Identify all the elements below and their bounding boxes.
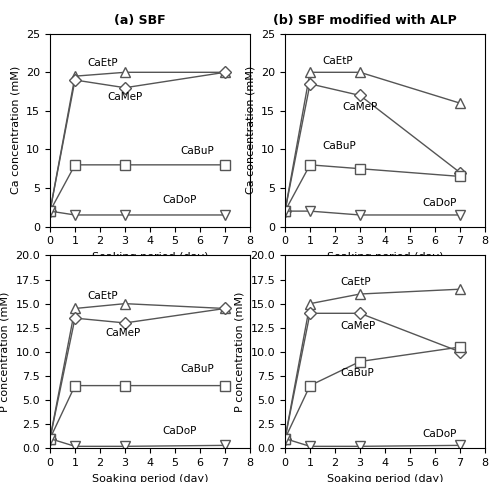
- Y-axis label: P concentration (mM): P concentration (mM): [235, 292, 245, 412]
- Text: CaEtP: CaEtP: [88, 291, 118, 301]
- Text: CaBuP: CaBuP: [322, 141, 356, 150]
- Text: CaMeP: CaMeP: [108, 92, 143, 102]
- Text: CaMeP: CaMeP: [105, 328, 140, 337]
- Text: CaDoP: CaDoP: [162, 195, 197, 204]
- Y-axis label: Ca concentration (mM): Ca concentration (mM): [246, 66, 256, 194]
- Text: CaMeP: CaMeP: [342, 102, 378, 112]
- Text: CaEtP: CaEtP: [88, 58, 118, 68]
- X-axis label: Soaking period (day): Soaking period (day): [327, 252, 444, 262]
- Text: CaEtP: CaEtP: [322, 56, 353, 66]
- X-axis label: Soaking period (day): Soaking period (day): [92, 252, 208, 262]
- Text: (a) SBF: (a) SBF: [114, 14, 166, 27]
- Y-axis label: Ca concentration (mM): Ca concentration (mM): [10, 66, 20, 194]
- Text: CaMeP: CaMeP: [340, 321, 375, 331]
- X-axis label: Soaking period (day): Soaking period (day): [92, 473, 208, 482]
- Y-axis label: P concentration (mM): P concentration (mM): [0, 292, 10, 412]
- Text: CaBuP: CaBuP: [180, 146, 214, 156]
- X-axis label: Soaking period (day): Soaking period (day): [327, 473, 444, 482]
- Text: CaEtP: CaEtP: [340, 278, 370, 287]
- Text: (b) SBF modified with ALP: (b) SBF modified with ALP: [273, 14, 457, 27]
- Text: CaDoP: CaDoP: [162, 426, 197, 436]
- Text: CaDoP: CaDoP: [422, 429, 457, 439]
- Text: CaBuP: CaBuP: [180, 364, 214, 374]
- Text: CaBuP: CaBuP: [340, 368, 374, 378]
- Text: CaDoP: CaDoP: [422, 199, 457, 208]
